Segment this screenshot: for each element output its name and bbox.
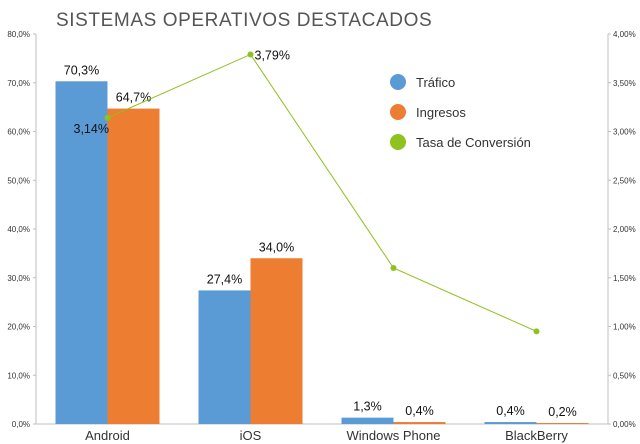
bar-trafico-0 <box>55 81 108 424</box>
y-left-tick-label: 0,0% <box>12 420 30 429</box>
line-data-label: 3,14% <box>74 122 109 136</box>
y-left-tick-label: 10,0% <box>7 371 30 380</box>
y-right-tick-label: 4,00% <box>613 30 636 39</box>
conversion-point-3 <box>533 328 540 335</box>
conversion-point-2 <box>390 265 397 271</box>
bar-data-label: 0,4% <box>496 404 525 418</box>
y-left-tick-label: 30,0% <box>7 274 30 283</box>
y-right-tick-label: 3,00% <box>613 128 636 137</box>
y-left-tick-label: 70,0% <box>7 79 30 88</box>
x-tick-label: Android <box>85 428 130 443</box>
y-left-tick-label: 20,0% <box>7 323 30 332</box>
legend-label: Tráfico <box>416 75 455 90</box>
conversion-point-0 <box>104 114 111 121</box>
bar-trafico-2 <box>341 417 394 424</box>
y-right-tick-label: 2,50% <box>613 176 636 185</box>
bar-trafico-3 <box>484 422 537 424</box>
legend-label: Ingresos <box>416 105 466 120</box>
y-right-tick-label: 1,50% <box>613 274 636 283</box>
legend-marker <box>390 74 406 90</box>
bar-data-label: 1,3% <box>353 400 382 414</box>
y-left-tick-label: 50,0% <box>7 176 30 185</box>
y-left-tick-label: 80,0% <box>7 30 30 39</box>
y-right-tick-label: 3,50% <box>613 79 636 88</box>
x-tick-label: iOS <box>240 428 262 443</box>
y-right-tick-label: 2,00% <box>613 225 636 234</box>
bar-data-label: 0,4% <box>405 404 434 418</box>
y-right-tick-label: 1,00% <box>613 323 636 332</box>
legend-label: Tasa de Conversión <box>416 135 531 150</box>
bar-data-label: 0,2% <box>548 405 577 419</box>
y-right-tick-label: 0,50% <box>613 371 636 380</box>
chart-title: SISTEMAS OPERATIVOS DESTACADOS <box>56 10 433 31</box>
bar-ingresos-0 <box>107 108 160 425</box>
x-tick-label: BlackBerry <box>505 428 568 443</box>
line-data-label: 3,79% <box>255 48 290 62</box>
y-right-tick-label: 0,00% <box>613 420 636 429</box>
bar-ingresos-1 <box>250 258 303 424</box>
x-tick-label: Windows Phone <box>347 428 441 443</box>
conversion-point-1 <box>247 51 254 58</box>
legend-marker <box>390 134 406 150</box>
y-left-tick-label: 40,0% <box>7 225 30 234</box>
bar-ingresos-3 <box>536 423 589 424</box>
bar-data-label: 34,0% <box>259 240 294 254</box>
bar-ingresos-2 <box>393 422 446 424</box>
conversion-line <box>107 53 537 332</box>
bar-data-label: 70,3% <box>64 63 99 77</box>
bar-data-label: 64,7% <box>116 91 151 105</box>
y-left-tick-label: 60,0% <box>7 128 30 137</box>
legend-marker <box>390 104 406 120</box>
bar-data-label: 27,4% <box>207 272 242 286</box>
bar-trafico-1 <box>198 290 251 424</box>
